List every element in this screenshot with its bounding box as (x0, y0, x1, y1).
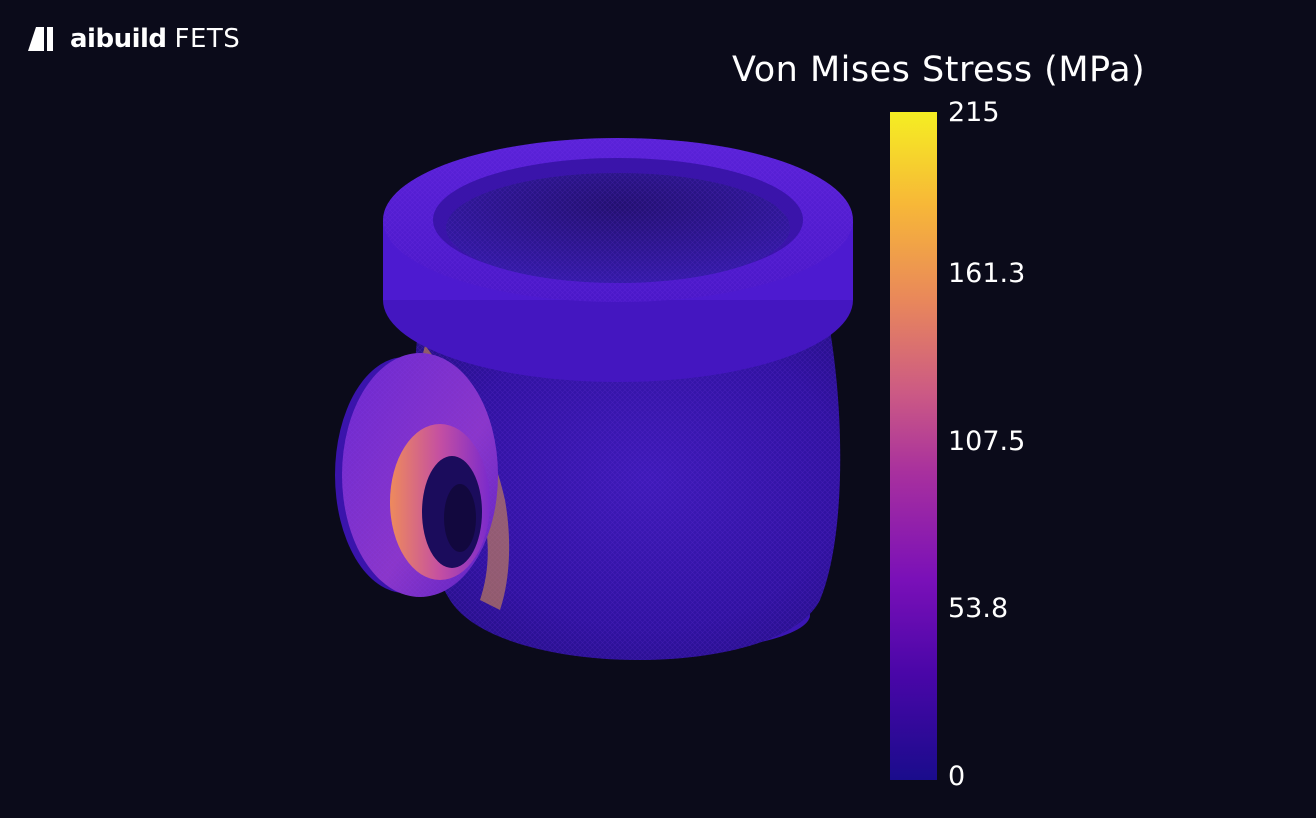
colorbar-tick-min: 0 (948, 761, 966, 792)
pipe-tee-model[interactable] (300, 120, 880, 760)
legend-title: Von Mises Stress (MPa) (732, 50, 1146, 90)
colorbar (890, 112, 937, 780)
brand-product: FETS (174, 24, 241, 54)
colorbar-tick-4: 53.8 (948, 593, 1009, 624)
colorbar-tick-max: 215 (948, 97, 1000, 128)
aibuild-logo-icon (28, 27, 53, 51)
colorbar-tick-2: 161.3 (948, 258, 1026, 289)
brand-name: aibuild (70, 24, 167, 54)
brand-logo: aibuild FETS (26, 22, 240, 56)
colorbar-tick-3: 107.5 (948, 426, 1026, 457)
